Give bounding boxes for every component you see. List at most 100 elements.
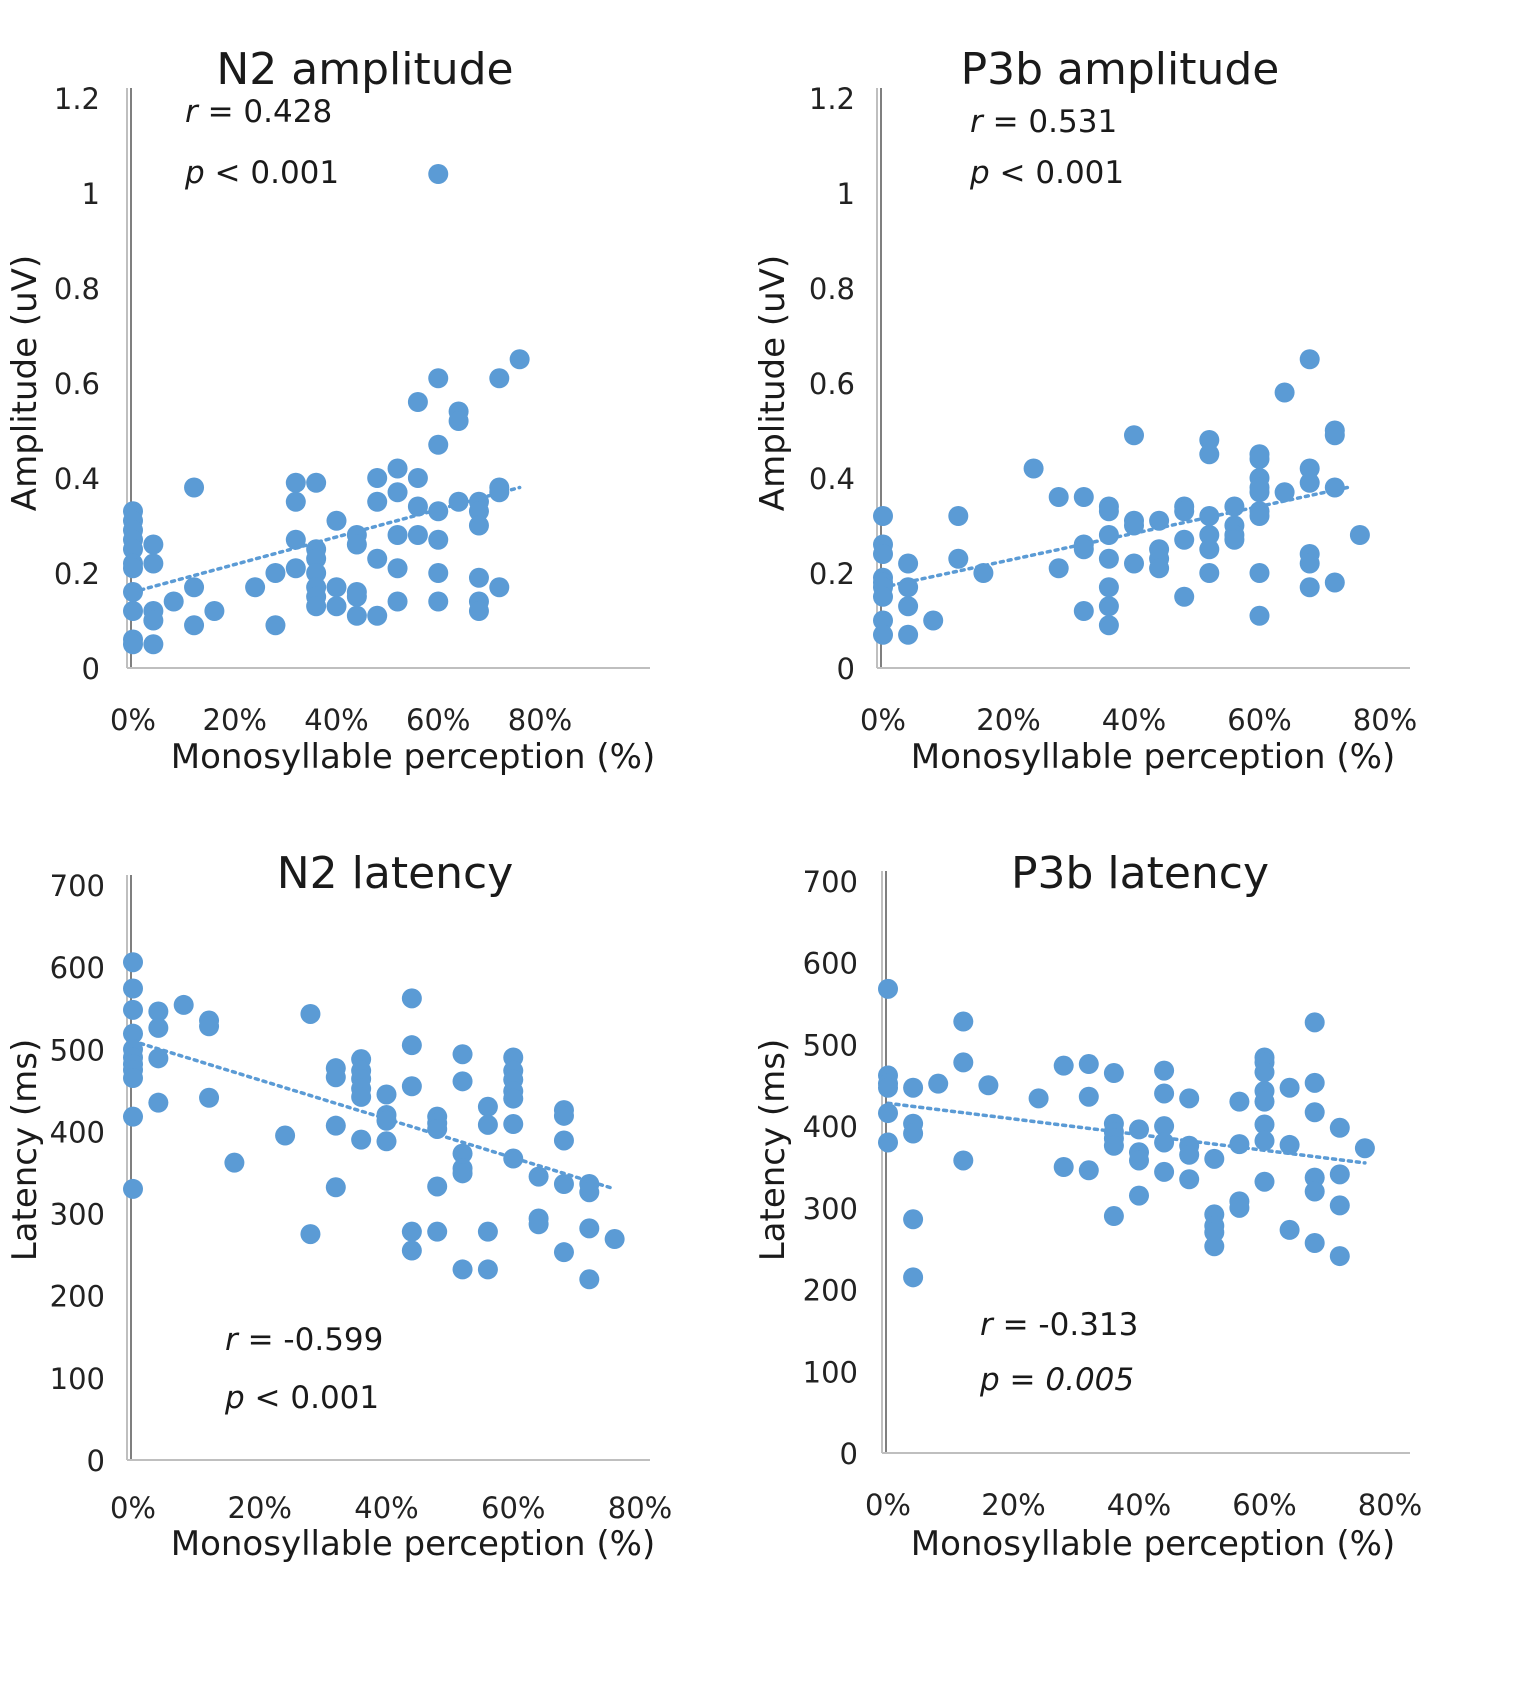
data-point xyxy=(1098,577,1119,598)
data-point xyxy=(1053,1157,1074,1177)
data-point xyxy=(184,477,205,498)
data-point xyxy=(427,1118,448,1139)
data-point xyxy=(468,567,489,588)
chart-title: P3b amplitude xyxy=(961,44,1280,95)
data-point xyxy=(1174,529,1195,550)
y-tick-label: 0.2 xyxy=(809,557,855,591)
data-point xyxy=(346,534,367,555)
stat-p: p < 0.001 xyxy=(969,155,1124,191)
x-tick-label: 80% xyxy=(1353,703,1417,737)
data-point xyxy=(1174,501,1195,522)
data-point xyxy=(1199,539,1220,560)
data-point xyxy=(1204,1148,1225,1169)
data-point xyxy=(428,368,449,389)
data-point xyxy=(477,1096,498,1117)
data-point xyxy=(1299,472,1320,493)
data-point xyxy=(427,1221,448,1242)
data-point xyxy=(1249,449,1270,469)
data-point xyxy=(387,525,408,545)
data-point xyxy=(173,994,194,1015)
data-point xyxy=(1229,1091,1250,1112)
data-point xyxy=(1224,496,1245,517)
data-point xyxy=(1098,596,1119,617)
data-point xyxy=(326,577,347,598)
data-point xyxy=(148,1001,169,1022)
data-point xyxy=(1078,1054,1099,1075)
data-point xyxy=(367,468,388,488)
data-point xyxy=(873,610,893,631)
data-point xyxy=(452,1071,473,1092)
data-point xyxy=(401,1240,422,1261)
data-point xyxy=(948,548,969,569)
x-tick-label: 20% xyxy=(228,1491,292,1525)
x-tick-label: 20% xyxy=(203,703,267,737)
data-point xyxy=(401,1221,422,1242)
x-tick-label: 20% xyxy=(976,703,1040,737)
data-point xyxy=(346,586,367,607)
data-point xyxy=(1129,1185,1149,1206)
x-tick-label: 80% xyxy=(1358,1488,1422,1522)
x-tick-label: 80% xyxy=(508,703,572,737)
data-point xyxy=(401,988,422,1009)
data-point xyxy=(325,1115,346,1136)
data-point xyxy=(1249,605,1270,626)
data-point xyxy=(468,601,489,621)
data-point xyxy=(376,1110,397,1131)
x-tick-label: 60% xyxy=(1227,703,1291,737)
chart-title: N2 latency xyxy=(277,848,514,899)
data-point xyxy=(528,1166,549,1187)
data-point xyxy=(1154,1132,1175,1153)
data-point xyxy=(1254,1171,1275,1192)
data-point xyxy=(903,1209,924,1230)
data-point xyxy=(325,1067,346,1088)
data-point xyxy=(1154,1083,1175,1104)
y-tick-label: 700 xyxy=(50,869,105,903)
data-point xyxy=(477,1221,498,1242)
panel-p3b-amplitude: P3b amplitude 0 0.2 0.4 0.6 0.8 1 1.2 0% 20% 40% 60… xyxy=(753,44,1417,777)
data-point xyxy=(387,558,408,579)
data-point xyxy=(428,434,449,455)
y-tick-label: 100 xyxy=(50,1362,105,1396)
data-point xyxy=(1299,349,1320,370)
data-point xyxy=(306,472,327,493)
data-point xyxy=(1028,1088,1049,1109)
data-point xyxy=(1179,1169,1200,1190)
data-point xyxy=(1199,430,1220,450)
data-point xyxy=(448,491,469,512)
stat-r: r = -0.599 xyxy=(225,1322,383,1358)
y-tick-label: 400 xyxy=(803,1110,858,1144)
data-point xyxy=(265,615,286,636)
data-point xyxy=(1149,558,1170,579)
data-point xyxy=(123,1106,143,1127)
data-point xyxy=(275,1125,296,1146)
data-point xyxy=(224,1152,245,1173)
stat-r: r = 0.428 xyxy=(185,94,332,130)
data-point xyxy=(1048,487,1069,507)
data-point xyxy=(204,601,225,621)
data-point xyxy=(285,529,306,550)
x-axis-label: Monosyllable perception (%) xyxy=(911,1524,1396,1564)
data-point xyxy=(948,506,969,526)
data-point xyxy=(553,1105,574,1126)
data-point xyxy=(468,501,489,522)
data-point xyxy=(1098,615,1119,636)
y-tick-label: 1 xyxy=(82,177,100,211)
data-point xyxy=(489,577,510,598)
x-axis-label: Monosyllable perception (%) xyxy=(171,1524,656,1564)
x-tick-label: 0% xyxy=(110,703,156,737)
y-tick-label: 0.6 xyxy=(54,367,100,401)
data-point xyxy=(1249,506,1270,526)
data-point xyxy=(923,610,944,631)
x-tick-label: 0% xyxy=(860,703,906,737)
data-point xyxy=(1254,1062,1275,1083)
data-point xyxy=(878,1103,898,1124)
data-point xyxy=(123,1178,143,1199)
trend-line xyxy=(131,485,522,594)
y-tick-label: 0.8 xyxy=(54,272,100,306)
data-point xyxy=(123,952,143,973)
data-point xyxy=(878,978,898,999)
data-point xyxy=(123,978,143,999)
data-point xyxy=(163,591,184,612)
data-point xyxy=(376,1131,397,1152)
data-point xyxy=(123,1023,143,1044)
